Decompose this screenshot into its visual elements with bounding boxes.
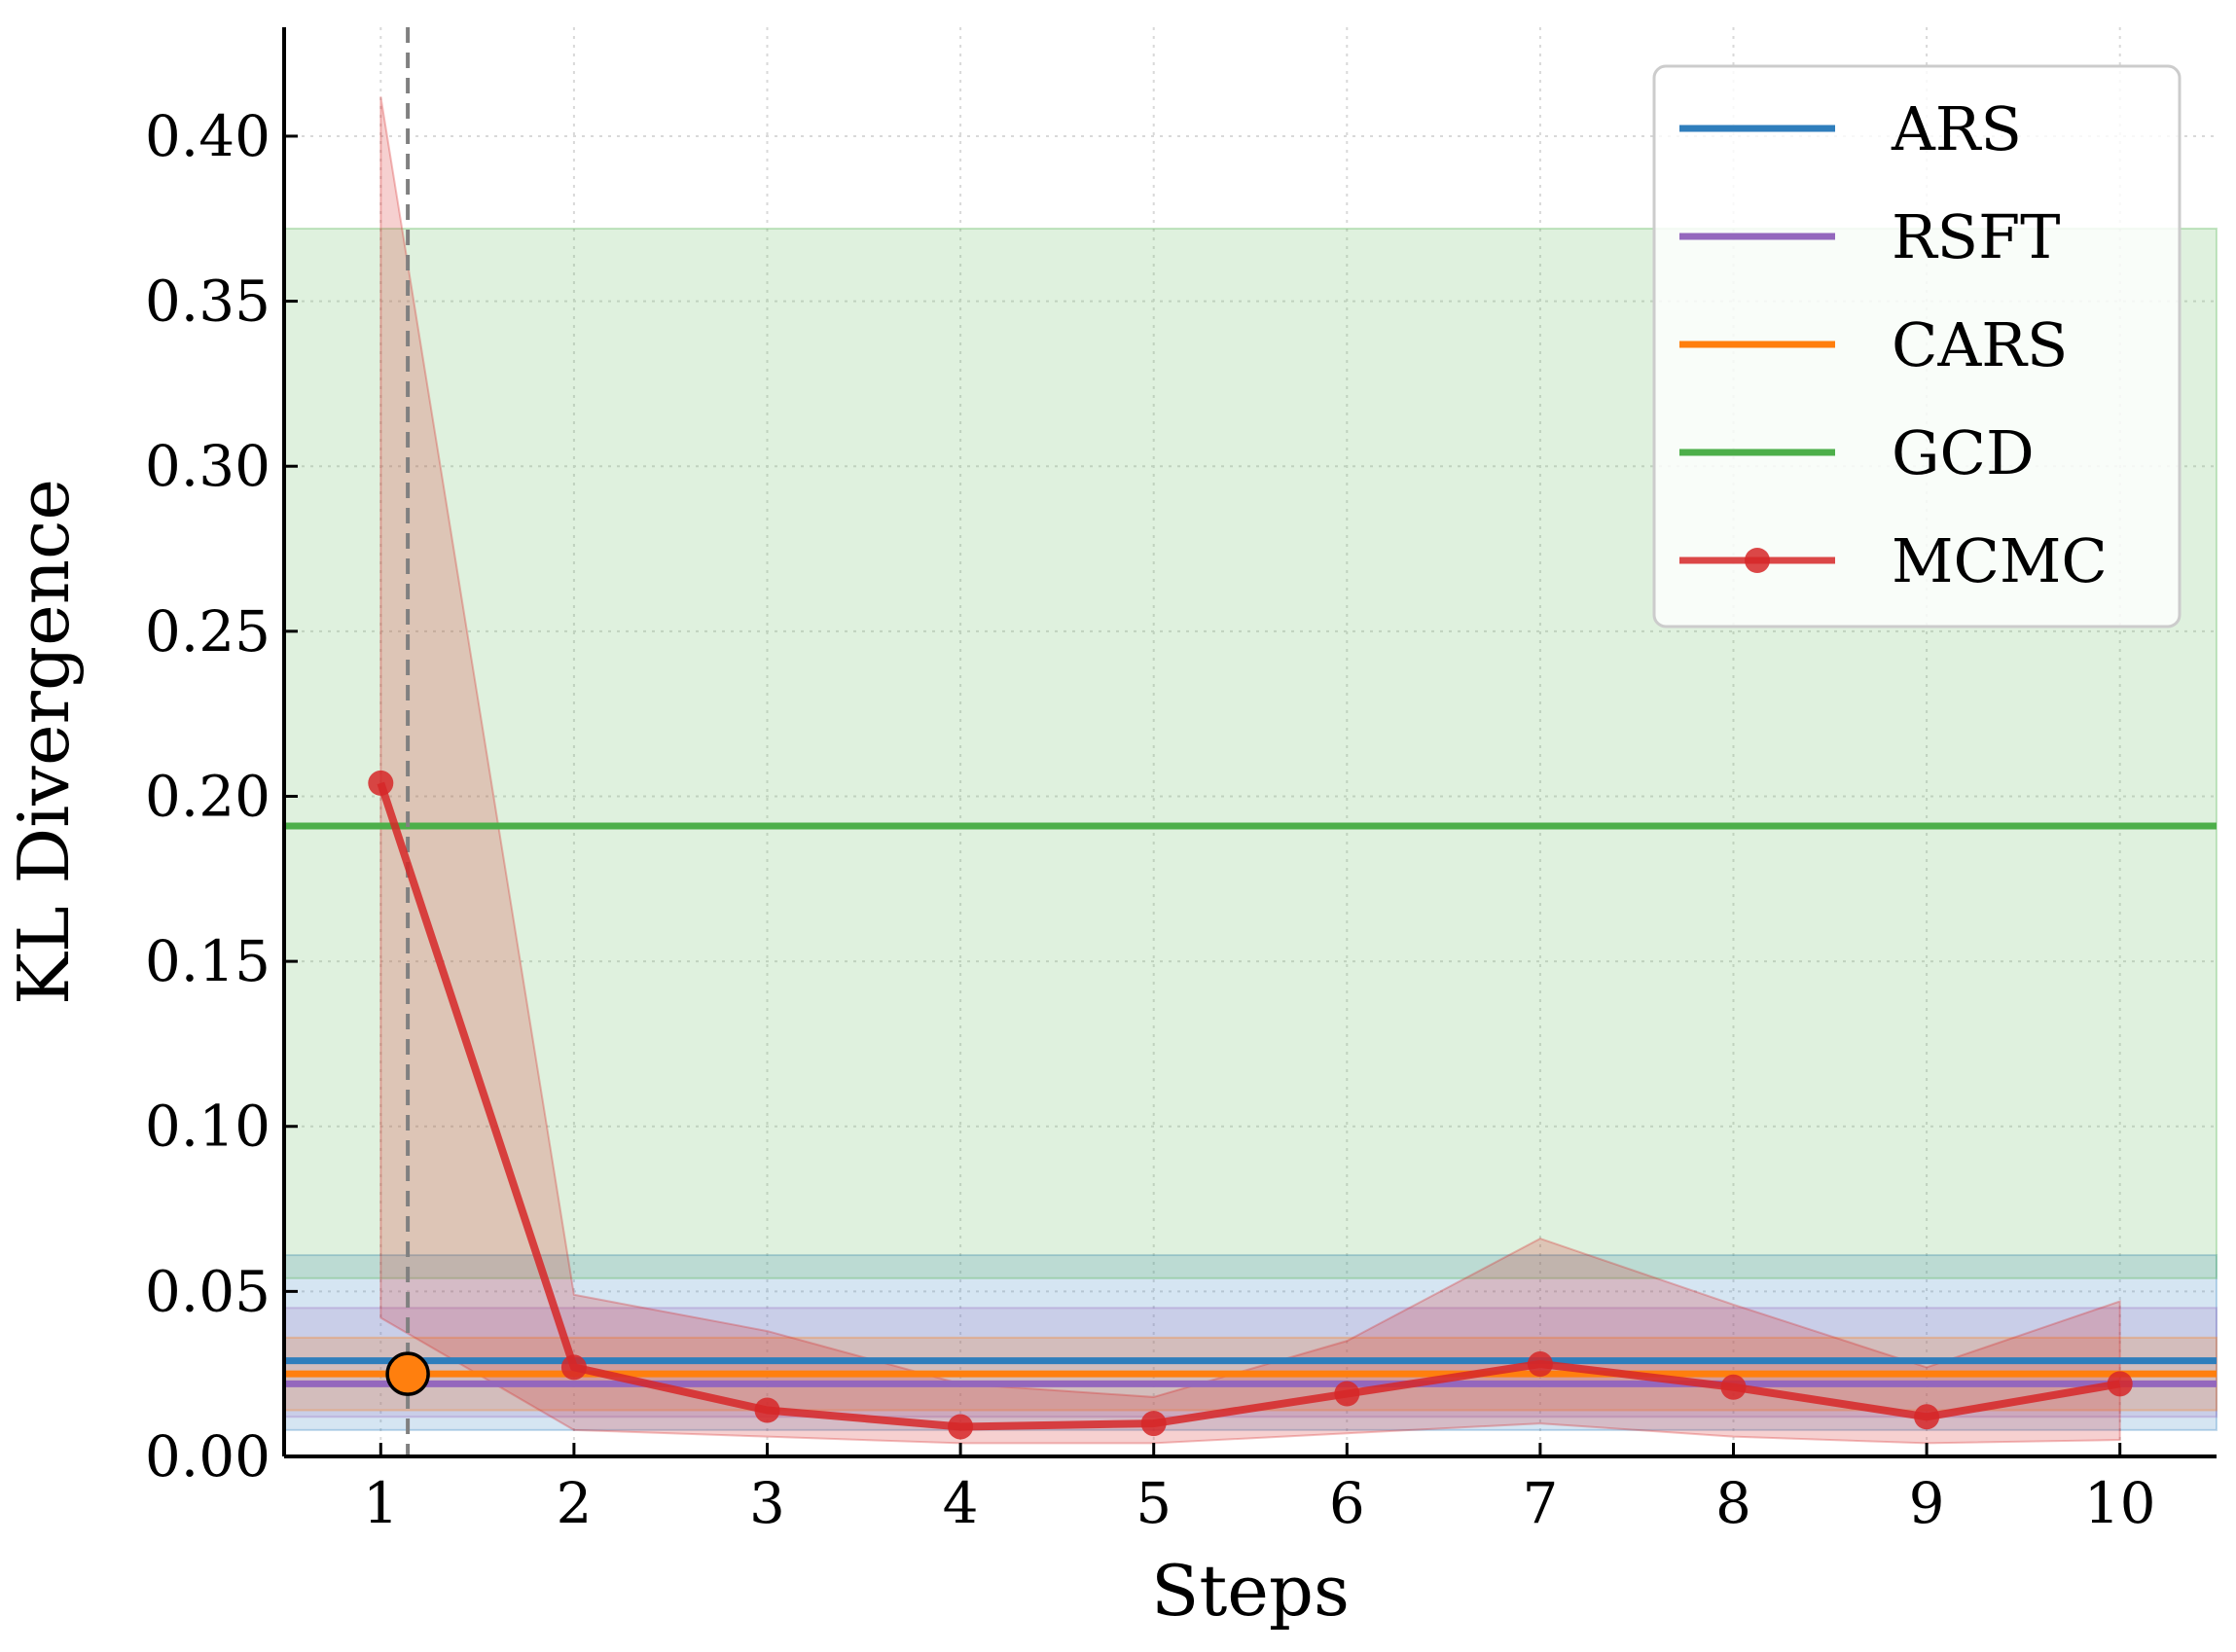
legend-label-mcmc: MCMC [1892,525,2108,596]
data-point-mcmc-1 [368,770,394,796]
data-point-mcmc-2 [560,1354,587,1381]
y-tick-label: 0.20 [145,763,270,829]
legend-marker-mcmc [1745,548,1770,573]
data-point-mcmc-10 [2107,1371,2133,1397]
data-point-mcmc-9 [1914,1404,1940,1430]
y-tick-label: 0.15 [145,928,270,994]
series-line-mcmc [377,781,2121,1431]
y-tick-label: 0.40 [145,103,270,169]
legend-frame [1652,64,2182,628]
legend-label-gcd: GCD [1892,417,2035,488]
x-tick-label: 5 [1136,1470,1172,1536]
x-tick-label: 4 [943,1470,979,1536]
data-point-mcmc-5 [1140,1411,1167,1437]
y-tick-label: 0.00 [145,1423,270,1490]
data-point-mcmc-6 [1334,1381,1360,1407]
x-tick-label: 7 [1522,1470,1558,1536]
y-tick-label: 0.30 [145,433,270,499]
x-tick-label: 9 [1909,1470,1945,1536]
y-tick-label: 0.35 [145,269,270,335]
legend: ARS RSFT CARS GCD MCMC [1652,64,2182,628]
x-tick-label: 3 [749,1470,785,1536]
data-point-mcmc-7 [1527,1351,1553,1378]
highlight-marker [385,1351,430,1396]
data-point-mcmc-8 [1720,1374,1747,1400]
y-tick-label: 0.05 [145,1258,270,1324]
y-tick-label: 0.25 [145,598,270,664]
x-tick-label: 8 [1715,1470,1751,1536]
data-point-mcmc-4 [948,1414,974,1440]
x-tick-label: 1 [363,1470,399,1536]
legend-label-ars: ARS [1891,93,2022,164]
y-tick-label: 0.10 [145,1094,270,1160]
x-tick-label: 2 [556,1470,592,1536]
y-axis-title: KL Divergence [3,479,85,1005]
x-axis-title: Steps [1151,1550,1350,1632]
x-tick-label: 6 [1329,1470,1365,1536]
x-tick-label: 10 [2084,1470,2156,1536]
data-point-mcmc-3 [754,1397,780,1423]
legend-label-cars: CARS [1892,309,2068,380]
legend-label-rsft: RSFT [1892,201,2061,272]
